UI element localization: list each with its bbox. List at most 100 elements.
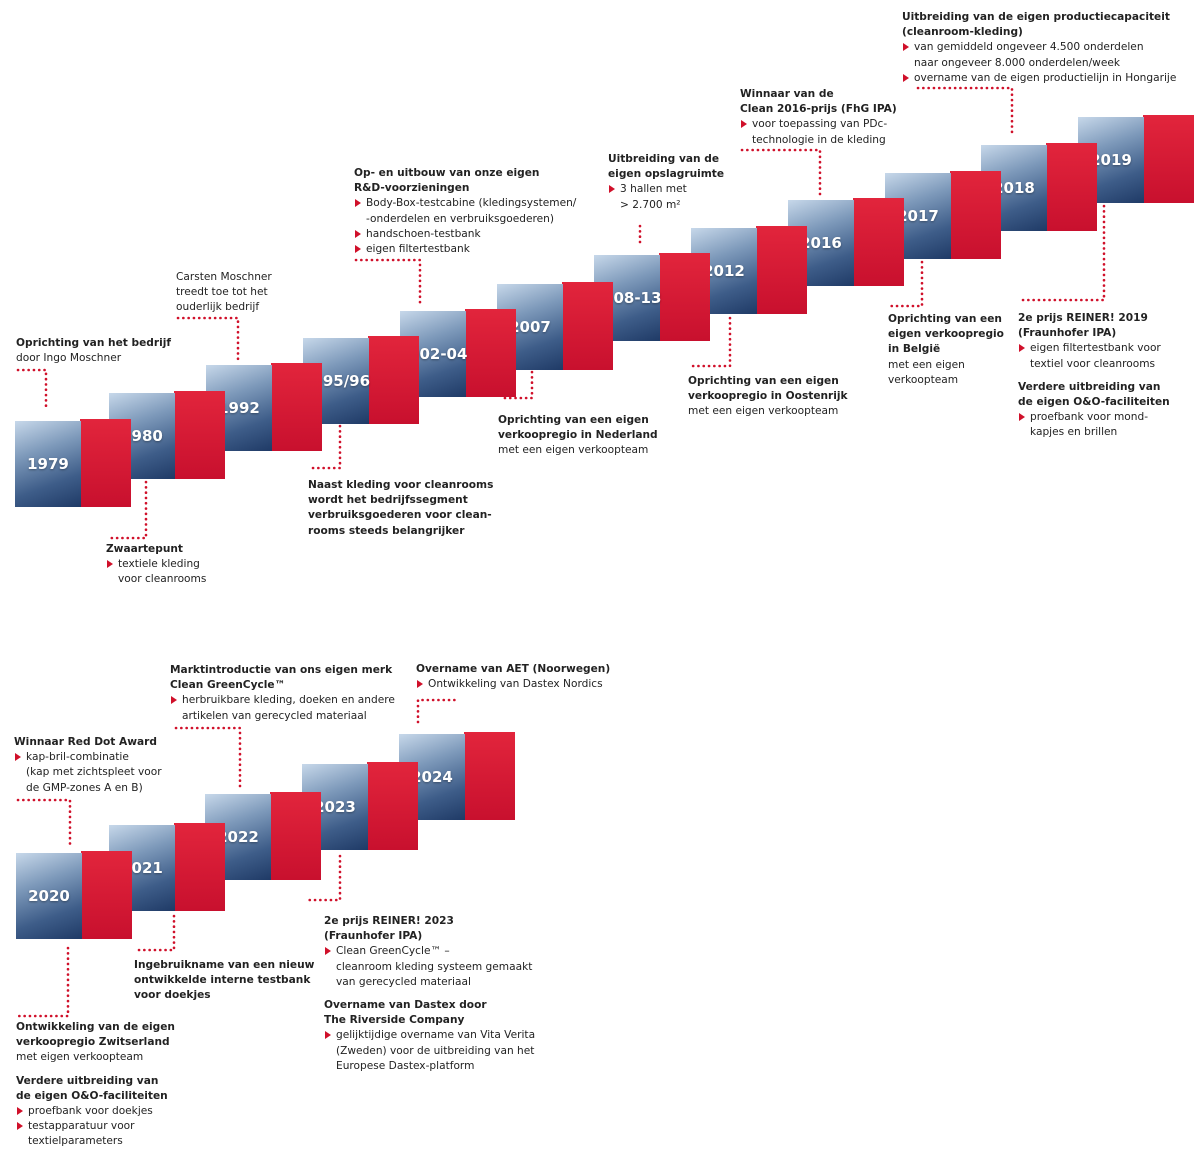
event-2019: 2e prijs REINER! 2019 (Fraunhofer IPA) e… [1018, 311, 1170, 441]
event-2020: Ontwikkeling van de eigen verkoopregio Z… [16, 1020, 175, 1150]
event-heading: Oprichting van het bedrijf [16, 337, 171, 349]
connector-2016 [740, 148, 822, 198]
connector-1995 [308, 424, 342, 470]
cube-2020: 2020 [16, 851, 132, 939]
event-text: met een eigen [888, 358, 965, 371]
event-heading: Oprichting van een [888, 313, 1002, 325]
event-heading: (Fraunhofer IPA) [1018, 327, 1117, 340]
event-1992: Carsten Moschner treedt toe tot het oude… [176, 270, 272, 316]
event-heading: (cleanroom-kleding) [902, 26, 1023, 39]
event-text: > 2.700 m² [620, 198, 681, 211]
event-2007: Oprichting van een eigen verkoopregio in… [498, 413, 658, 459]
event-2024: Overname van AET (Noorwegen) Ontwikkelin… [416, 662, 610, 692]
event-bullet: Ontwikkeling van Dastex Nordics [416, 677, 610, 692]
connector-2022 [174, 726, 242, 792]
event-bullet: voor toepassing van PDc- [740, 117, 897, 132]
year-label: 1980 [121, 427, 163, 445]
event-2020-red-dot: Winnaar Red Dot Award kap-bril-combinati… [14, 735, 162, 796]
event-bullet: Body-Box-testcabine (kledingsystemen/ [354, 196, 576, 211]
event-bullet: handschoen-testbank [354, 227, 576, 242]
event-heading: de eigen O&O-faciliteiten [1018, 396, 1170, 409]
event-text: (Zweden) voor de uitbreiding van het [336, 1044, 535, 1057]
event-1980: Zwaartepunt textiele kleding voor cleanr… [106, 542, 206, 588]
event-text: -onderdelen en verbruiksgoederen) [366, 212, 554, 225]
event-heading: de eigen O&O-faciliteiten [16, 1089, 168, 1102]
event-heading: The Riverside Company [324, 1014, 465, 1027]
cube-1980: 1980 [109, 391, 225, 479]
event-1979: Oprichting van het bedrijf door Ingo Mos… [16, 336, 171, 366]
year-label: 1992 [218, 399, 260, 417]
event-text: Carsten Moschner [176, 271, 272, 283]
event-bullet: gelijktijdige overname van Vita Verita [324, 1028, 535, 1043]
year-label: 2022 [217, 828, 259, 846]
event-text: van gerecycled materiaal [336, 975, 471, 988]
event-bullet: kap-bril-combinatie [14, 750, 162, 765]
event-heading: R&D-voorzieningen [354, 182, 470, 195]
event-heading: verkoopregio in Oostenrijk [688, 390, 848, 403]
event-heading: Ingebruikname van een nieuw [134, 959, 315, 971]
connector-2018 [916, 86, 1014, 138]
event-heading: Clean GreenCycle™ [170, 679, 286, 692]
connector-2007 [498, 370, 534, 400]
event-text: verkoopteam [888, 373, 959, 386]
cube-2024: 2024 [399, 732, 515, 820]
event-heading: Overname van AET (Noorwegen) [416, 663, 611, 675]
event-heading: 2e prijs REINER! 2023 [324, 915, 454, 927]
event-heading: verkoopregio Zwitserland [16, 1036, 170, 1049]
connector-2020a [16, 798, 72, 850]
event-bullet: testapparatuur voor [16, 1119, 175, 1134]
event-bullet: Clean GreenCycle™ – [324, 944, 535, 959]
event-heading: eigen verkoopregio [888, 328, 1004, 341]
event-heading: Naast kleding voor cleanrooms [308, 479, 494, 491]
event-2002-04: Op- en uitbouw van onze eigen R&D-voorzi… [354, 166, 576, 257]
event-2008-13: Uitbreiding van de eigen opslagruimte 3 … [608, 152, 724, 213]
event-heading: in België [888, 343, 941, 356]
event-text: met een eigen verkoopteam [688, 405, 839, 418]
event-text: naar ongeveer 8.000 onderdelen/week [914, 56, 1121, 69]
event-2022: Marktintroductie van ons eigen merk Clea… [170, 663, 395, 724]
event-text: met een eigen verkoopteam [498, 444, 649, 457]
event-2021: Ingebruikname van een nieuw ontwikkelde … [134, 958, 314, 1004]
event-text: cleanroom kleding systeem gemaakt [336, 960, 533, 973]
connector-2021 [134, 914, 176, 952]
event-bullet: 3 hallen met [608, 182, 724, 197]
event-text: technologie in de kleding [752, 133, 886, 146]
event-heading: Ontwikkeling van de eigen [16, 1021, 175, 1033]
event-heading: ontwikkelde interne testbank [134, 974, 311, 987]
connector-2002 [354, 258, 422, 308]
event-heading: Clean 2016-prijs (FhG IPA) [740, 103, 897, 116]
year-label: 2018 [993, 179, 1035, 197]
connector-2024 [416, 698, 458, 724]
event-heading: voor doekjes [134, 989, 211, 1002]
connector-2012 [690, 316, 732, 368]
event-heading: Marktintroductie van ons eigen merk [170, 664, 393, 676]
year-label: 2017 [897, 207, 939, 225]
event-text: door Ingo Moschner [16, 352, 122, 365]
event-text: textiel voor cleanrooms [1030, 357, 1156, 370]
connector-2019 [1020, 204, 1106, 302]
event-heading: Oprichting van een eigen [688, 375, 839, 387]
event-2012: Oprichting van een eigen verkoopregio in… [688, 374, 848, 420]
year-label: 2020 [28, 887, 70, 905]
event-heading: Verdere uitbreiding van [16, 1074, 159, 1087]
event-heading: eigen opslagruimte [608, 168, 725, 181]
cube-2019: 2019 [1078, 115, 1194, 203]
year-label: 2024 [411, 768, 453, 786]
event-2018: Uitbreiding van de eigen productiecapaci… [902, 10, 1176, 86]
event-heading: (Fraunhofer IPA) [324, 930, 423, 943]
event-text: kapjes en brillen [1030, 426, 1118, 439]
event-2023: 2e prijs REINER! 2023 (Fraunhofer IPA) C… [324, 914, 535, 1074]
event-heading: Oprichting van een eigen [498, 414, 649, 426]
connector-2020 [16, 946, 70, 1018]
event-2016: Winnaar van de Clean 2016-prijs (FhG IPA… [740, 87, 897, 148]
year-label: 2016 [800, 234, 842, 252]
event-heading: rooms steeds belangrijker [308, 524, 465, 537]
event-text: artikelen van gerecycled materiaal [182, 709, 367, 722]
event-bullet: proefbank voor doekjes [16, 1104, 175, 1119]
event-text: (kap met zichtspleet voor [26, 766, 162, 779]
year-label: 2007 [509, 318, 551, 336]
event-text: voor cleanrooms [118, 573, 207, 586]
event-heading: Overname van Dastex door [324, 999, 487, 1012]
